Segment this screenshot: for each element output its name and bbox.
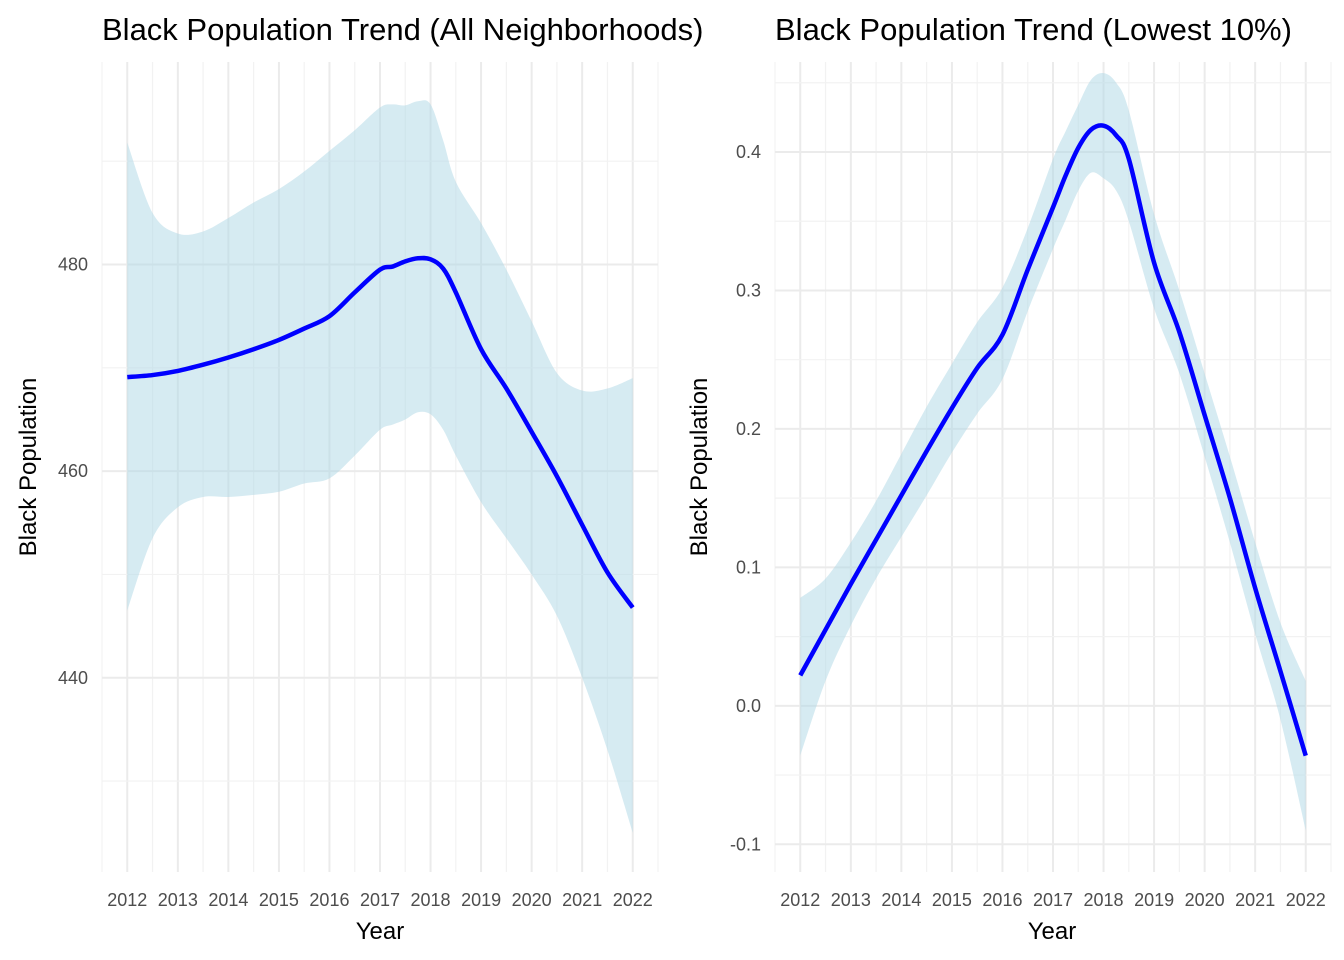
x-tick-label: 2017 — [360, 890, 400, 910]
panel-2-confidence-band — [800, 73, 1306, 831]
x-tick-label: 2013 — [831, 890, 871, 910]
x-tick-label: 2021 — [1235, 890, 1275, 910]
panel-1-trend-line — [127, 255, 635, 609]
panel-2-x-tick-labels: 2012 2013 2014 2015 2016 2017 2018 2019 2020 2021… — [780, 890, 1326, 910]
panel-1-x-axis-title: Year — [356, 918, 405, 945]
x-tick-label: 2015 — [259, 890, 299, 910]
x-tick-label: 2022 — [1286, 890, 1326, 910]
y-tick-label: 0.3 — [736, 280, 761, 300]
x-tick-label: 2014 — [208, 890, 248, 910]
x-tick-label: 2018 — [411, 890, 451, 910]
y-tick-label: 480 — [58, 255, 88, 275]
y-tick-label: 460 — [58, 461, 88, 481]
panel-2-title: Black Population Trend (Lowest 10%) — [775, 12, 1292, 47]
x-tick-label: 2016 — [309, 890, 349, 910]
x-tick-label: 2018 — [1084, 890, 1124, 910]
panel-1-confidence-band — [127, 100, 633, 833]
x-tick-label: 2015 — [932, 890, 972, 910]
panel-lowest-10-percent: -0.1 0.0 0.1 0.2 0.3 0.4 2012 2013 2014 2015 2016… — [686, 12, 1332, 945]
y-tick-label: 0.2 — [736, 419, 761, 439]
x-tick-label: 2022 — [613, 890, 653, 910]
x-tick-label: 2020 — [1185, 890, 1225, 910]
panel-1-y-axis-title: Black Population — [15, 378, 42, 557]
x-tick-label: 2019 — [461, 890, 501, 910]
y-tick-label: 0.1 — [736, 557, 761, 577]
x-tick-label: 2020 — [512, 890, 552, 910]
panel-1-x-tick-labels: 2012 2013 2014 2015 2016 2017 2018 2019 2020 2021… — [107, 890, 653, 910]
x-tick-label: 2017 — [1033, 890, 1073, 910]
x-tick-label: 2021 — [562, 890, 602, 910]
x-tick-label: 2012 — [780, 890, 820, 910]
y-tick-label: 440 — [58, 668, 88, 688]
panel-2-trend-line — [798, 123, 1308, 757]
panel-1-y-tick-labels: 440 460 480 — [58, 255, 88, 688]
x-tick-label: 2014 — [881, 890, 921, 910]
y-tick-label: 0.4 — [736, 142, 761, 162]
panel-2-y-tick-labels: -0.1 0.0 0.1 0.2 0.3 0.4 — [730, 142, 761, 854]
x-tick-label: 2012 — [107, 890, 147, 910]
x-tick-label: 2013 — [158, 890, 198, 910]
panel-1-title: Black Population Trend (All Neighborhood… — [102, 12, 703, 47]
panel-2-y-axis-title: Black Population — [686, 378, 713, 557]
x-tick-label: 2016 — [982, 890, 1022, 910]
y-tick-label: 0.0 — [736, 696, 761, 716]
panel-2-x-axis-title: Year — [1028, 918, 1077, 945]
x-tick-label: 2019 — [1134, 890, 1174, 910]
y-tick-label: -0.1 — [730, 834, 761, 854]
